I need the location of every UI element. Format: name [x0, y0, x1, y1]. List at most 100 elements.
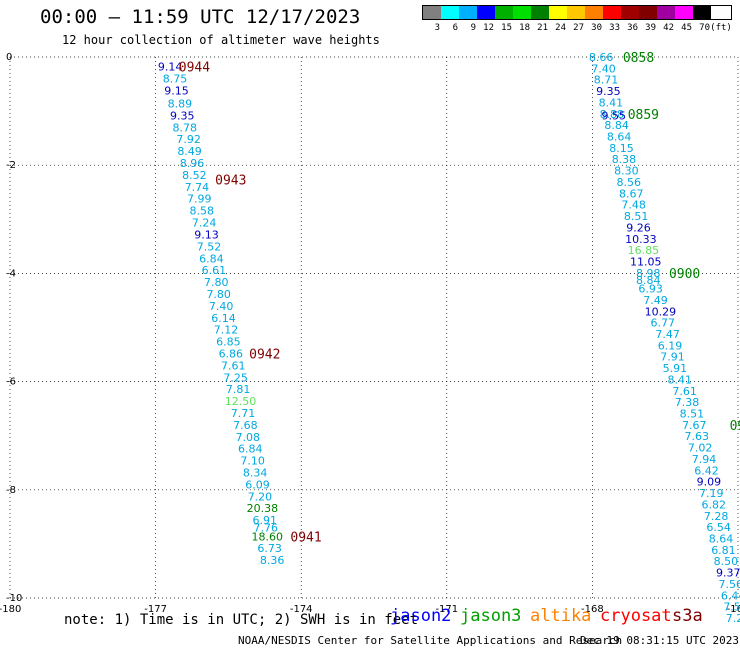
- legend-swatch: [459, 6, 477, 19]
- wave-height-label: 8.36: [260, 554, 285, 567]
- wave-height-label: 7.67: [682, 419, 707, 432]
- credit-line: NOAA/NESDIS Center for Satellite Applica…: [238, 634, 623, 647]
- wave-height-label: 7.12: [214, 324, 239, 337]
- y-tick-label: -2: [6, 160, 16, 171]
- wave-height-label: 6.77: [651, 317, 676, 330]
- wave-height-label: 8.51: [624, 210, 649, 223]
- wave-height-label: 8.84: [636, 274, 661, 287]
- wave-height-label: 6.93: [638, 283, 663, 296]
- legend-swatch: [675, 6, 693, 19]
- legend-label: 39: [645, 23, 656, 33]
- wave-height-label: 6.61: [202, 264, 227, 277]
- legend-label: 30: [591, 23, 602, 33]
- wave-height-label: 6.82: [701, 498, 726, 511]
- wave-height-label: 8.30: [614, 165, 639, 178]
- wave-height-label: 8.78: [172, 121, 197, 134]
- wave-height-label: 20.38: [247, 502, 279, 515]
- color-legend: 3 6 9 12 15 18 21 24 27 30 33 36 39 42 45 70 (ft): [422, 5, 732, 33]
- legend-label: 21: [537, 23, 548, 33]
- wave-height-label: 7.10: [240, 455, 265, 468]
- chart-subtitle: 12 hour collection of altimeter wave hei…: [62, 33, 380, 47]
- wave-height-label: 8.89: [168, 98, 193, 111]
- x-tick-label: -180: [0, 604, 21, 615]
- wave-height-label: 7.74: [185, 181, 210, 194]
- legend-label: 9: [470, 23, 476, 33]
- legend-swatch: [585, 6, 603, 19]
- wave-height-label: 6.85: [216, 336, 241, 349]
- time-label: 0943: [215, 173, 246, 188]
- satellite-altika: altika: [530, 606, 592, 626]
- wave-height-label: 8.64: [607, 131, 632, 144]
- legend-swatch: [693, 6, 711, 19]
- wave-height-label: 6.86: [219, 347, 244, 360]
- wave-height-label: 7.91: [660, 351, 685, 364]
- legend-swatch: [531, 6, 549, 19]
- x-tick-label: -171: [435, 604, 458, 615]
- wave-height-label: 7.68: [233, 419, 258, 432]
- wave-height-label: 8.51: [680, 408, 705, 421]
- wave-height-label: 8.50: [714, 555, 739, 568]
- wave-height-label: 6.84: [199, 252, 224, 265]
- wave-height-label: 6.91: [253, 514, 278, 527]
- wave-height-label: 7.63: [684, 430, 709, 443]
- x-tick-label: -177: [144, 604, 167, 615]
- wave-height-label: 8.38: [612, 153, 637, 166]
- wave-height-label: 9.15: [164, 85, 189, 98]
- legend-swatch: [423, 6, 441, 19]
- wave-height-label: 6.14: [211, 312, 236, 325]
- wave-height-label: 11.05: [630, 255, 662, 268]
- wave-height-label: 8.58: [189, 205, 214, 218]
- wave-height-label: 6.19: [658, 339, 683, 352]
- generated-timestamp: Dec 19 08:31:15 UTC 2023: [580, 634, 739, 647]
- wave-height-label: 7.08: [236, 431, 261, 444]
- wave-height-label: 6.42: [694, 464, 719, 477]
- wave-height-label: 9.14: [158, 61, 183, 74]
- wave-height-label: 7.80: [206, 288, 231, 301]
- wave-height-label: 6.81: [711, 544, 736, 557]
- time-label: 0859: [628, 108, 659, 123]
- wave-height-label: 9.55: [602, 109, 627, 122]
- wave-height-label: 8.98: [636, 267, 661, 280]
- satellite-jason2: jason2: [390, 606, 452, 626]
- wave-height-label: 9.35: [170, 109, 195, 122]
- wave-height-label: 8.66: [589, 51, 614, 64]
- wave-height-label: 7.92: [176, 133, 201, 146]
- x-tick-label: -168: [581, 604, 604, 615]
- wave-height-label: 7.02: [688, 442, 713, 455]
- legend-swatch: [477, 6, 495, 19]
- satellite-jason3: jason3: [460, 606, 522, 626]
- wave-height-label: 6.44: [721, 589, 740, 602]
- legend-label: 36: [627, 23, 638, 33]
- wave-height-label: 7.56: [718, 578, 740, 591]
- wave-height-label: 9.37: [716, 567, 740, 580]
- wave-height-label: 7.19: [699, 487, 724, 500]
- wave-height-label: 7.40: [209, 300, 234, 313]
- wave-height-label: 8.41: [599, 96, 624, 109]
- wave-height-label: 8.71: [594, 74, 619, 87]
- wave-height-label: 6.09: [245, 478, 270, 491]
- legend-swatches: [422, 5, 732, 20]
- y-tick-label: -10: [6, 593, 22, 604]
- wave-height-label: 8.75: [163, 73, 188, 86]
- wave-height-label: 8.34: [243, 466, 268, 479]
- wave-height-label: 8.41: [668, 373, 693, 386]
- time-label: 0941: [290, 530, 321, 545]
- wave-height-label: 8.15: [609, 142, 634, 155]
- wave-height-label: 8.56: [617, 176, 642, 189]
- wave-height-label: 8.49: [177, 145, 202, 158]
- wave-height-label: 9.13: [194, 228, 219, 241]
- wave-height-label: 9.09: [697, 476, 722, 489]
- wave-height-label: 12.50: [225, 395, 257, 408]
- legend-label: 45: [681, 23, 692, 33]
- legend-label: 33: [609, 23, 620, 33]
- wave-height-label: 7.25: [223, 371, 248, 384]
- y-tick-label: -6: [6, 377, 16, 388]
- legend-label: 6: [452, 23, 458, 33]
- wave-height-label: 10.33: [625, 233, 657, 246]
- wave-height-label: 7.99: [187, 193, 212, 206]
- wave-height-label: 7.80: [204, 276, 229, 289]
- wave-height-label: 8.52: [182, 169, 207, 182]
- wave-height-label: 8.96: [180, 157, 205, 170]
- time-label: 0900: [669, 267, 700, 282]
- wave-height-label: 7.24: [192, 217, 217, 230]
